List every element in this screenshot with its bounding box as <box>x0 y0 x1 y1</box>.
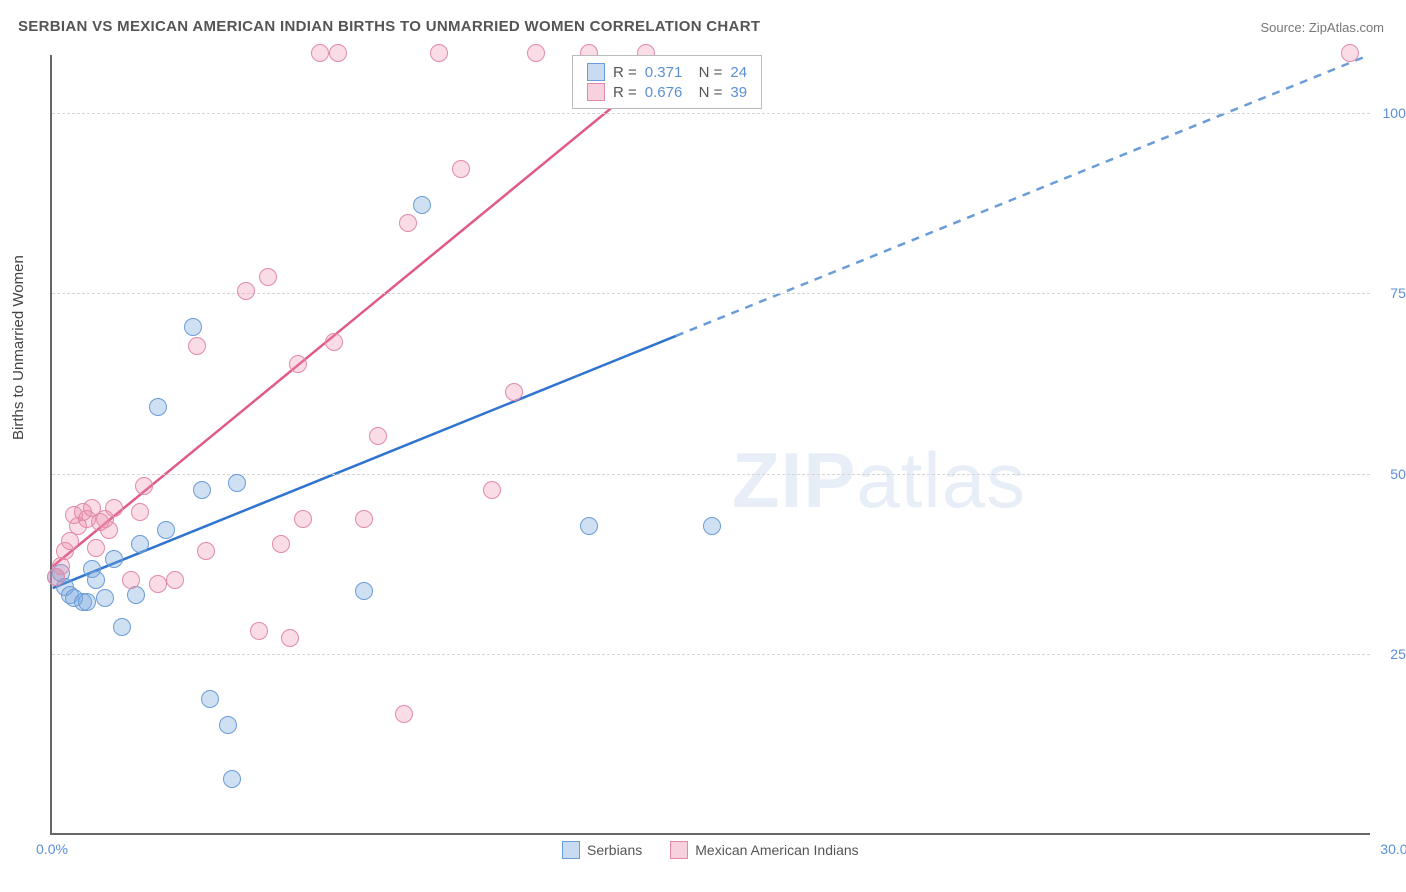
scatter-marker <box>294 510 312 528</box>
scatter-marker <box>369 427 387 445</box>
scatter-marker <box>149 575 167 593</box>
legend-n-label: N = <box>690 84 722 101</box>
scatter-marker <box>1341 44 1359 62</box>
scatter-marker <box>87 571 105 589</box>
scatter-marker <box>131 503 149 521</box>
legend-item-serbians: Serbians <box>562 841 642 859</box>
chart-title: SERBIAN VS MEXICAN AMERICAN INDIAN BIRTH… <box>18 18 760 35</box>
legend-n-value: 24 <box>730 64 747 81</box>
watermark-bold: ZIP <box>732 436 856 524</box>
legend-r-label: R = <box>613 84 637 101</box>
legend-label: Serbians <box>587 842 642 858</box>
scatter-marker <box>197 542 215 560</box>
scatter-marker <box>452 160 470 178</box>
scatter-marker <box>703 517 721 535</box>
legend-row-mexican: R = 0.676 N = 39 <box>587 82 747 102</box>
gridline <box>52 474 1370 475</box>
legend-r-value: 0.676 <box>645 84 683 101</box>
scatter-marker <box>100 521 118 539</box>
scatter-marker <box>96 589 114 607</box>
legend-label: Mexican American Indians <box>695 842 858 858</box>
scatter-marker <box>105 499 123 517</box>
scatter-marker <box>184 318 202 336</box>
scatter-marker <box>193 481 211 499</box>
chart-source: Source: ZipAtlas.com <box>1260 20 1384 35</box>
scatter-marker <box>201 690 219 708</box>
scatter-marker <box>580 517 598 535</box>
scatter-marker <box>329 44 347 62</box>
scatter-marker <box>223 770 241 788</box>
scatter-marker <box>272 535 290 553</box>
scatter-marker <box>483 481 501 499</box>
scatter-marker <box>505 383 523 401</box>
scatter-marker <box>228 474 246 492</box>
scatter-marker <box>355 510 373 528</box>
series-legend: Serbians Mexican American Indians <box>562 841 859 859</box>
swatch-blue <box>562 841 580 859</box>
y-axis-label: Births to Unmarried Women <box>10 255 27 440</box>
y-tick-label: 100.0% <box>1375 105 1406 121</box>
scatter-marker <box>219 716 237 734</box>
scatter-marker <box>131 535 149 553</box>
scatter-marker <box>399 214 417 232</box>
legend-r-label: R = <box>613 64 637 81</box>
swatch-pink <box>587 83 605 101</box>
scatter-marker <box>78 593 96 611</box>
legend-r-value: 0.371 <box>645 64 683 81</box>
scatter-marker <box>311 44 329 62</box>
correlation-legend: R = 0.371 N = 24 R = 0.676 N = 39 <box>572 55 762 109</box>
scatter-marker <box>355 582 373 600</box>
scatter-marker <box>237 282 255 300</box>
x-tick-label: 0.0% <box>36 841 68 857</box>
legend-item-mexican: Mexican American Indians <box>670 841 858 859</box>
scatter-marker <box>325 333 343 351</box>
legend-n-value: 39 <box>730 84 747 101</box>
scatter-marker <box>527 44 545 62</box>
scatter-marker <box>281 629 299 647</box>
legend-n-label: N = <box>690 64 722 81</box>
scatter-marker <box>149 398 167 416</box>
y-tick-label: 75.0% <box>1375 285 1406 301</box>
swatch-blue <box>587 63 605 81</box>
scatter-marker <box>157 521 175 539</box>
scatter-marker <box>87 539 105 557</box>
trend-lines <box>52 55 1370 833</box>
gridline <box>52 654 1370 655</box>
scatter-marker <box>135 477 153 495</box>
x-tick-label: 30.0% <box>1380 841 1406 857</box>
scatter-plot: ZIPatlas R = 0.371 N = 24 R = 0.676 N = … <box>50 55 1370 835</box>
legend-row-serbians: R = 0.371 N = 24 <box>587 62 747 82</box>
swatch-pink <box>670 841 688 859</box>
scatter-marker <box>105 550 123 568</box>
scatter-marker <box>289 355 307 373</box>
scatter-marker <box>395 705 413 723</box>
scatter-marker <box>122 571 140 589</box>
watermark-rest: atlas <box>856 436 1026 524</box>
scatter-marker <box>188 337 206 355</box>
scatter-marker <box>413 196 431 214</box>
scatter-marker <box>250 622 268 640</box>
scatter-marker <box>166 571 184 589</box>
y-tick-label: 25.0% <box>1375 646 1406 662</box>
watermark-text: ZIPatlas <box>732 435 1026 526</box>
scatter-marker <box>430 44 448 62</box>
gridline <box>52 113 1370 114</box>
y-tick-label: 50.0% <box>1375 466 1406 482</box>
scatter-marker <box>113 618 131 636</box>
scatter-marker <box>259 268 277 286</box>
